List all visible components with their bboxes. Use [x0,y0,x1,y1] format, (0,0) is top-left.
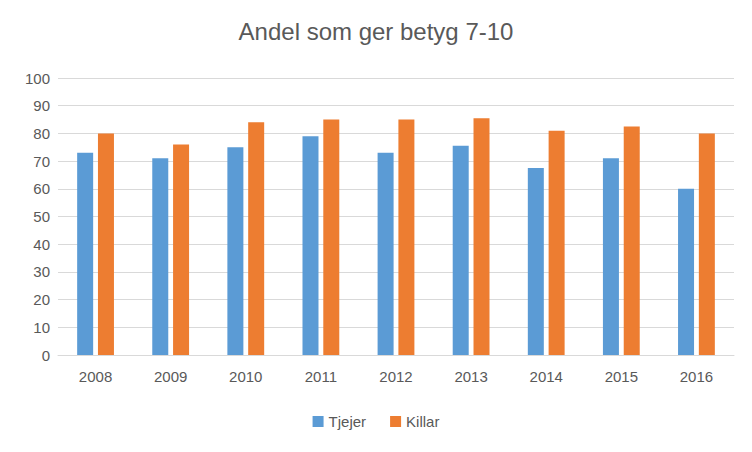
svg-text:60: 60 [33,180,50,197]
svg-text:40: 40 [33,236,50,253]
svg-text:Tjejer: Tjejer [329,413,367,430]
svg-text:Killar: Killar [406,413,439,430]
svg-text:100: 100 [25,70,50,87]
svg-text:80: 80 [33,125,50,142]
svg-text:2009: 2009 [154,368,187,385]
svg-text:2015: 2015 [605,368,638,385]
svg-text:2008: 2008 [79,368,112,385]
svg-text:2010: 2010 [229,368,262,385]
svg-text:2016: 2016 [680,368,713,385]
svg-text:0: 0 [42,347,50,364]
svg-text:10: 10 [33,319,50,336]
svg-text:70: 70 [33,153,50,170]
svg-text:Andel som ger betyg 7-10: Andel som ger betyg 7-10 [239,18,514,45]
svg-text:2012: 2012 [379,368,412,385]
svg-text:2014: 2014 [530,368,563,385]
svg-text:50: 50 [33,208,50,225]
svg-text:20: 20 [33,291,50,308]
svg-text:90: 90 [33,97,50,114]
svg-text:2011: 2011 [305,368,337,385]
svg-text:30: 30 [33,263,50,280]
svg-text:2013: 2013 [454,368,487,385]
